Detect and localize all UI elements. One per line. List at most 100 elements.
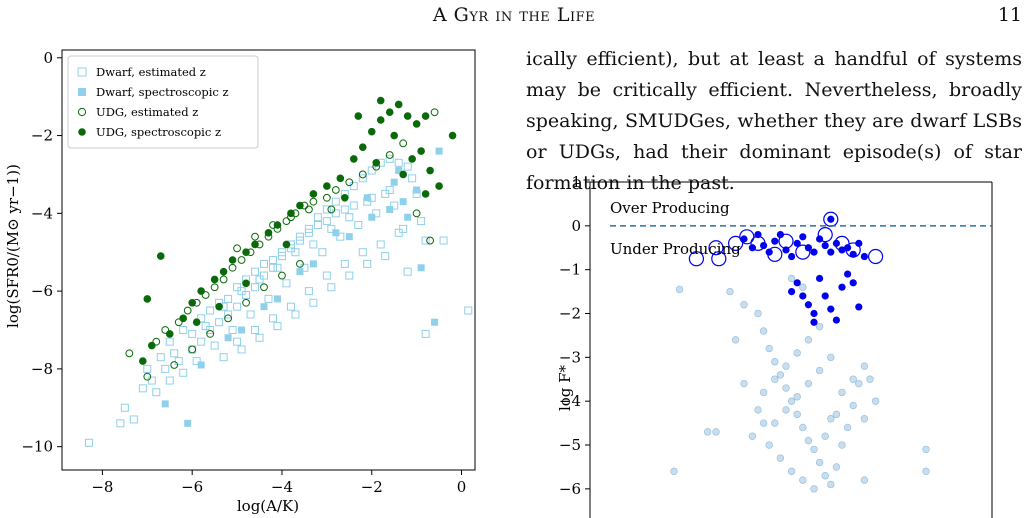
point-faded	[793, 349, 801, 357]
point-faded	[776, 454, 785, 462]
point-dwarf-estimated	[246, 310, 255, 319]
point-faded	[838, 388, 846, 397]
point-blue	[788, 252, 796, 261]
sfr-vs-ak-chart: −8 −6 −4 −2 0 0 −2 −4 −6 −8 −10 Dwarf, estimated z…	[4, 49, 476, 515]
point-udg-estimated	[237, 256, 246, 264]
point-faded	[731, 336, 740, 344]
point-dwarf-estimated	[251, 267, 260, 276]
point-dwarf-estimated	[201, 322, 210, 331]
x-tick-label: −8	[91, 478, 113, 496]
point-ring	[845, 242, 861, 258]
point-dwarf-estimated	[417, 217, 426, 226]
point-dwarf-estimated	[197, 337, 206, 346]
legend-box	[67, 55, 259, 149]
point-dwarf-estimated	[237, 345, 246, 354]
point-dwarf-estimated	[403, 267, 412, 276]
point-dwarf-estimated	[464, 306, 473, 315]
point-dwarf-estimated	[340, 205, 349, 214]
point-udg-estimated	[170, 361, 179, 369]
point-blue	[855, 303, 863, 311]
point-faded	[771, 419, 779, 427]
point-ring	[750, 235, 766, 251]
point-dwarf-estimated	[309, 298, 318, 307]
point-udg-estimated	[282, 217, 291, 226]
point-udg-spectroscopic	[251, 240, 259, 249]
point-faded	[815, 458, 824, 467]
point-dwarf-estimated	[439, 236, 448, 245]
y-tick-label: −10	[21, 438, 53, 456]
y-tick-label: −4	[559, 392, 581, 410]
point-dwarf-estimated	[304, 228, 313, 237]
point-dwarf-estimated	[206, 306, 215, 315]
point-udg-estimated	[426, 236, 435, 245]
point-faded	[670, 467, 678, 476]
point-udg-spectroscopic	[412, 120, 421, 128]
point-dwarf-estimated	[408, 174, 417, 183]
point-dwarf-spectroscopic	[238, 326, 246, 334]
point-dwarf-estimated	[255, 333, 264, 342]
point-udg-spectroscopic	[435, 182, 443, 190]
point-dwarf-estimated	[174, 357, 183, 366]
point-dwarf-spectroscopic	[260, 303, 268, 311]
point-dwarf-estimated	[273, 322, 282, 331]
point-faded	[922, 445, 930, 454]
page-number: 11	[997, 4, 1022, 26]
point-faded	[922, 467, 930, 476]
point-faded	[799, 423, 807, 432]
point-dwarf-estimated	[331, 209, 340, 218]
point-dwarf-estimated	[349, 182, 358, 191]
point-dwarf-estimated	[381, 189, 390, 198]
point-udg-spectroscopic	[296, 201, 304, 210]
point-udg-estimated	[260, 283, 268, 292]
point-udg-estimated	[233, 244, 241, 253]
point-udg-spectroscopic	[376, 96, 385, 105]
legend-marker	[77, 107, 87, 117]
point-blue	[827, 215, 835, 223]
point-dwarf-spectroscopic	[395, 167, 403, 175]
point-udg-spectroscopic	[408, 155, 416, 163]
point-dwarf-estimated	[403, 162, 412, 171]
legend-marker	[78, 128, 86, 136]
point-dwarf-estimated	[345, 271, 354, 280]
point-blue	[799, 292, 807, 300]
point-dwarf-estimated	[255, 275, 264, 284]
point-ring	[817, 227, 833, 243]
point-udg-estimated	[201, 291, 210, 299]
point-faded	[759, 388, 768, 397]
y-tick-label: −8	[31, 360, 53, 378]
point-faded	[782, 362, 790, 370]
point-dwarf-spectroscopic	[368, 213, 376, 221]
point-dwarf-spectroscopic	[345, 233, 353, 241]
point-dwarf-estimated	[156, 353, 165, 362]
point-dwarf-estimated	[390, 201, 399, 210]
x-tick-label: 0	[457, 478, 467, 496]
point-udg-estimated	[174, 318, 183, 327]
point-dwarf-estimated	[179, 326, 188, 334]
point-faded	[771, 358, 779, 366]
point-dwarf-estimated	[331, 197, 340, 206]
point-dwarf-estimated	[304, 287, 313, 296]
point-dwarf-estimated	[147, 376, 156, 385]
point-udg-estimated	[412, 209, 421, 218]
point-blue	[804, 301, 812, 309]
point-ring	[688, 251, 704, 267]
point-udg-spectroscopic	[139, 357, 147, 365]
point-udg-spectroscopic	[264, 228, 273, 237]
point-udg-spectroscopic	[394, 100, 403, 109]
point-dwarf-estimated	[376, 240, 385, 249]
point-ring	[739, 229, 755, 245]
point-dwarf-spectroscopic	[417, 264, 425, 272]
data-points	[84, 96, 473, 447]
point-dwarf-estimated	[210, 341, 219, 350]
point-dwarf-estimated	[291, 310, 300, 319]
point-dwarf-estimated	[394, 158, 403, 167]
point-udg-spectroscopic	[323, 182, 331, 190]
point-udg-estimated	[161, 326, 170, 334]
point-dwarf-estimated	[327, 283, 336, 292]
point-faded	[815, 322, 824, 331]
point-udg-estimated	[305, 205, 313, 214]
point-dwarf-estimated	[268, 314, 277, 323]
point-faded	[810, 485, 818, 493]
point-dwarf-estimated	[260, 259, 269, 268]
point-blue	[810, 309, 818, 318]
